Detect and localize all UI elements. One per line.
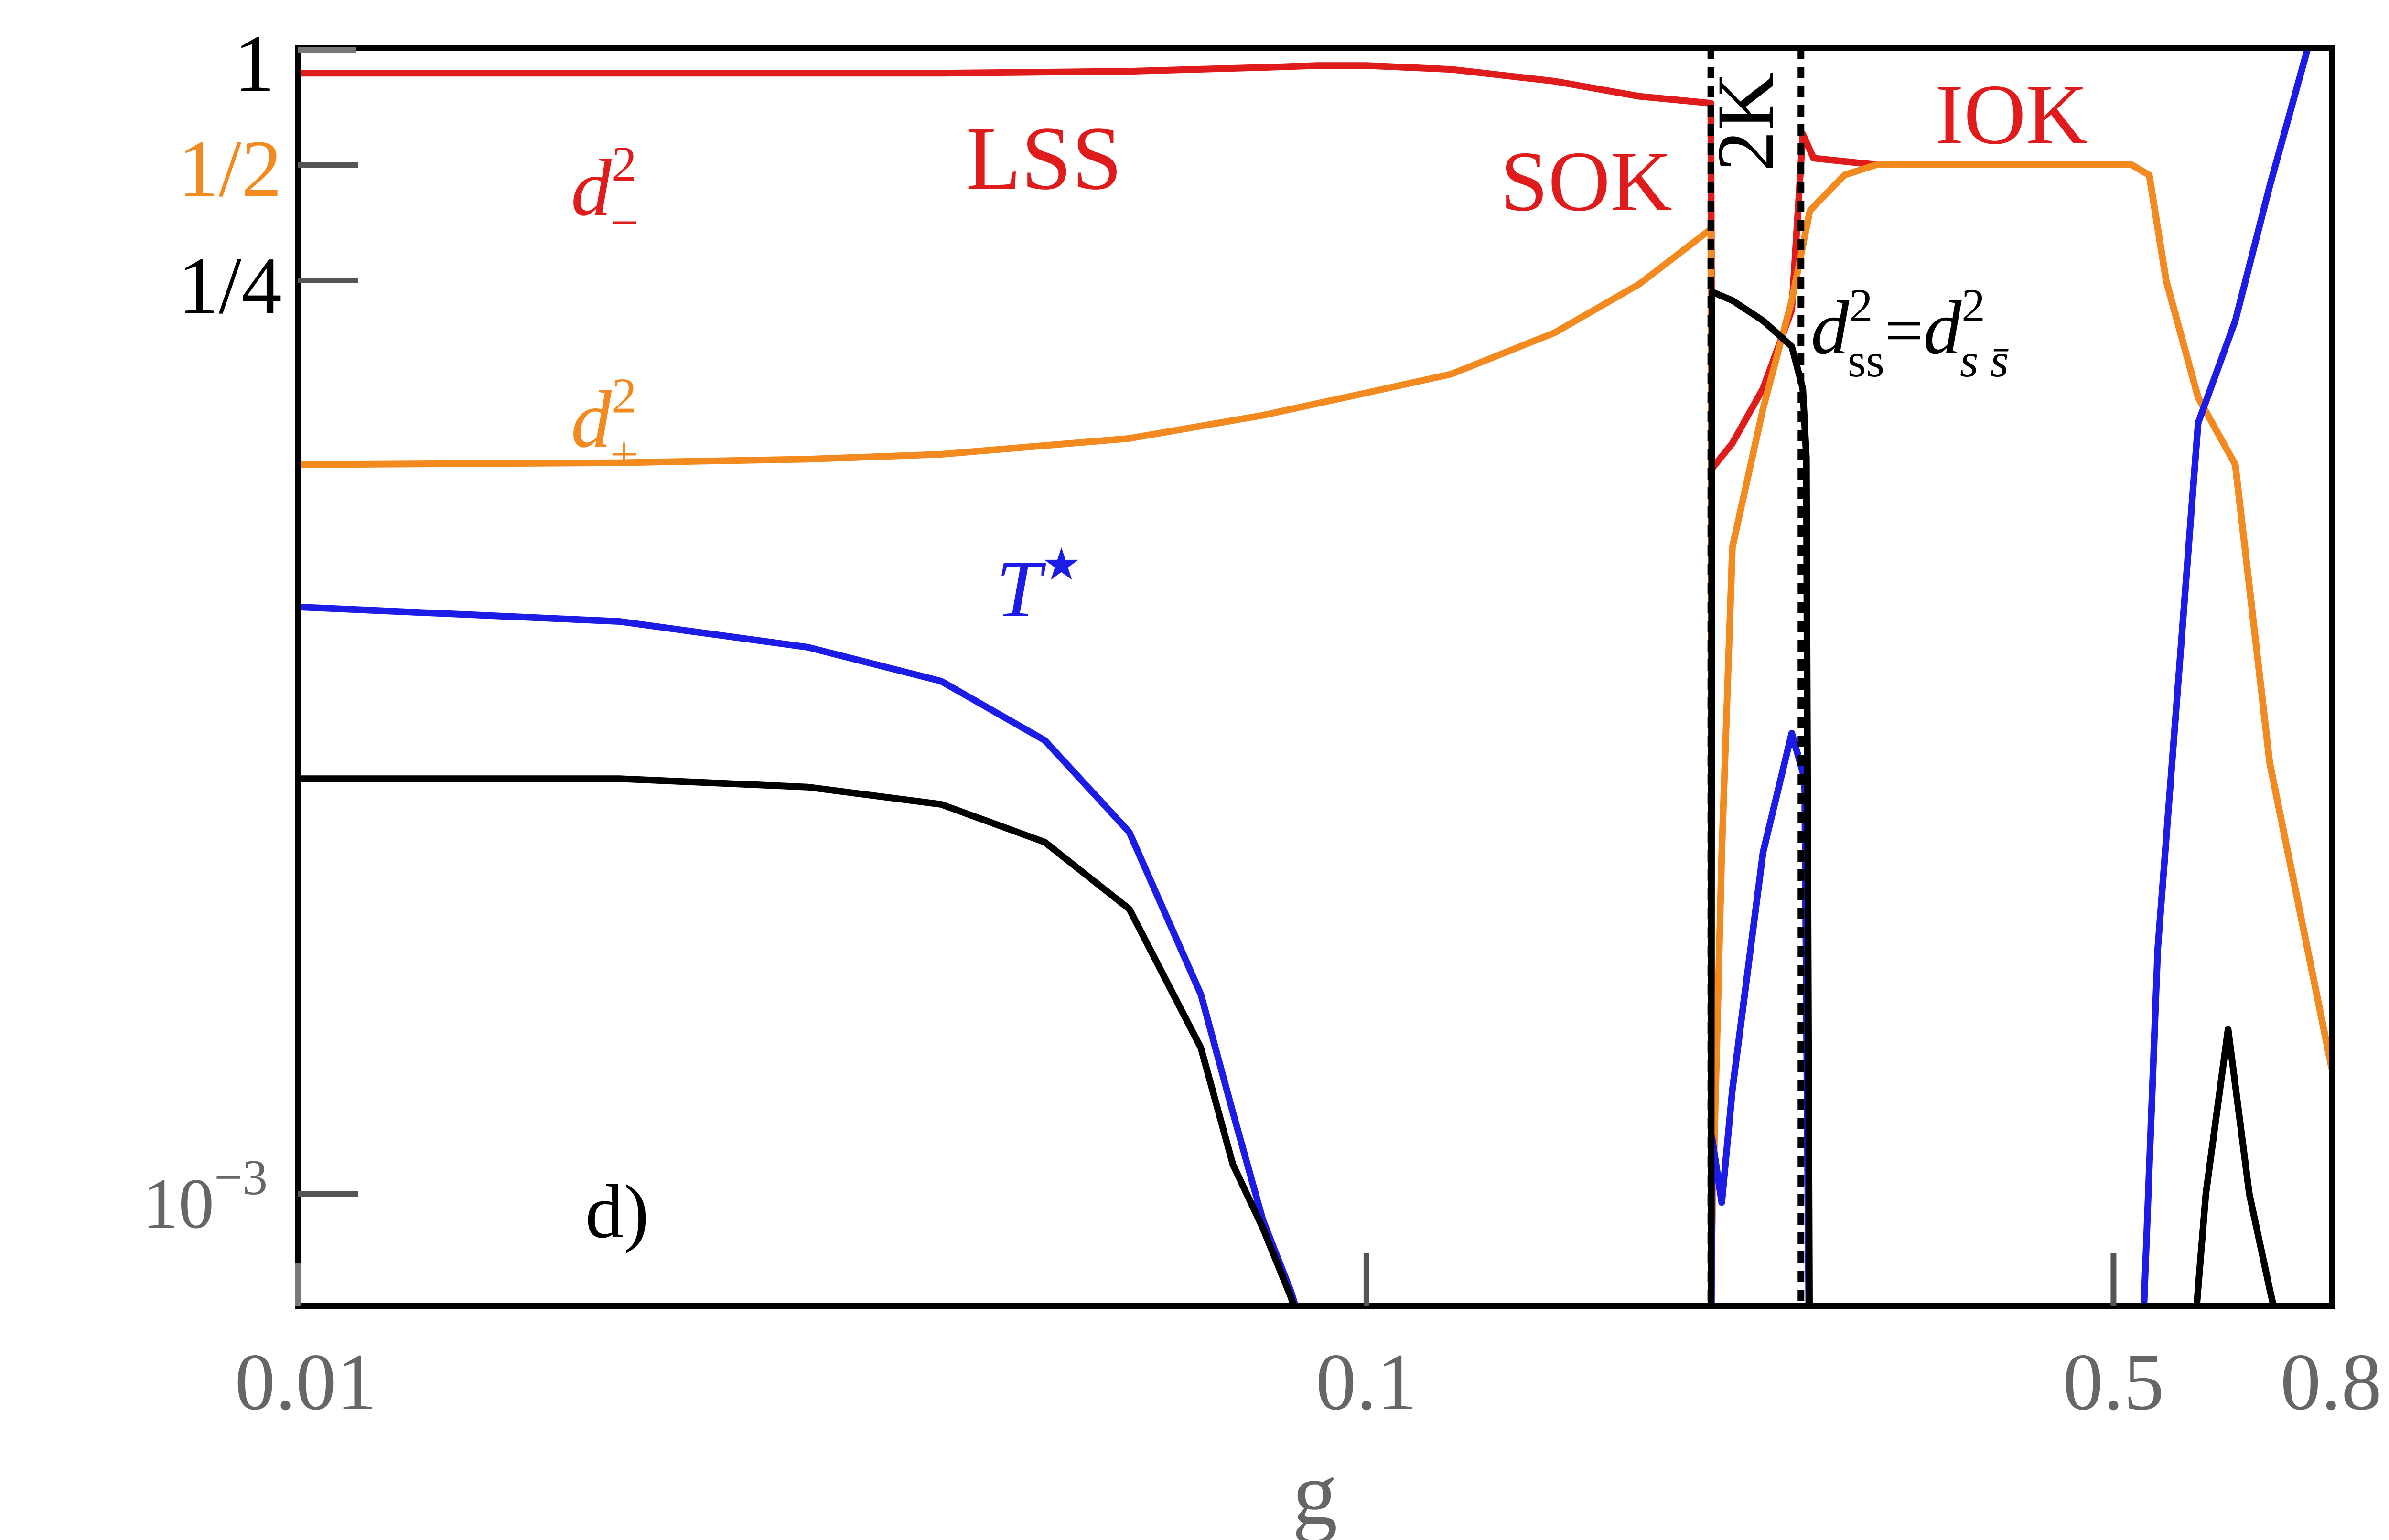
y-tick-label-2: 1/4	[178, 241, 282, 331]
region-label-iok: IOK	[1935, 67, 2088, 162]
panel-label: d)	[585, 1169, 649, 1254]
series-line-1	[298, 161, 2332, 1238]
x-tick-label-1: 0.1	[1316, 1337, 1418, 1427]
x-tick-label-3: 0.8	[2281, 1337, 2382, 1427]
plot-background	[298, 48, 2332, 1306]
y-tick-label-1: 1/2	[178, 124, 282, 214]
y-tick-label-0: 1	[234, 19, 275, 108]
series-line-3	[298, 289, 2277, 1306]
region-label-lss: LSS	[966, 108, 1122, 209]
x-tick-label-0: 0.01	[235, 1337, 377, 1427]
series-label-3: d2 ss=d2 s s̄	[1811, 280, 2009, 387]
region-label-sok: SOK	[1500, 134, 1672, 229]
series-label-0: d2−	[571, 136, 638, 250]
series-label-1: d2 +	[571, 368, 638, 482]
x-tick-label-2: 0.5	[2063, 1337, 2164, 1427]
region-label-2k: 2K	[1700, 72, 1790, 171]
series-label-2: T★	[996, 541, 1081, 634]
y-tick-label-3: 10−3	[142, 1149, 268, 1243]
plot-frame	[295, 45, 2335, 1309]
x-axis-label: g	[1292, 1444, 1338, 1540]
